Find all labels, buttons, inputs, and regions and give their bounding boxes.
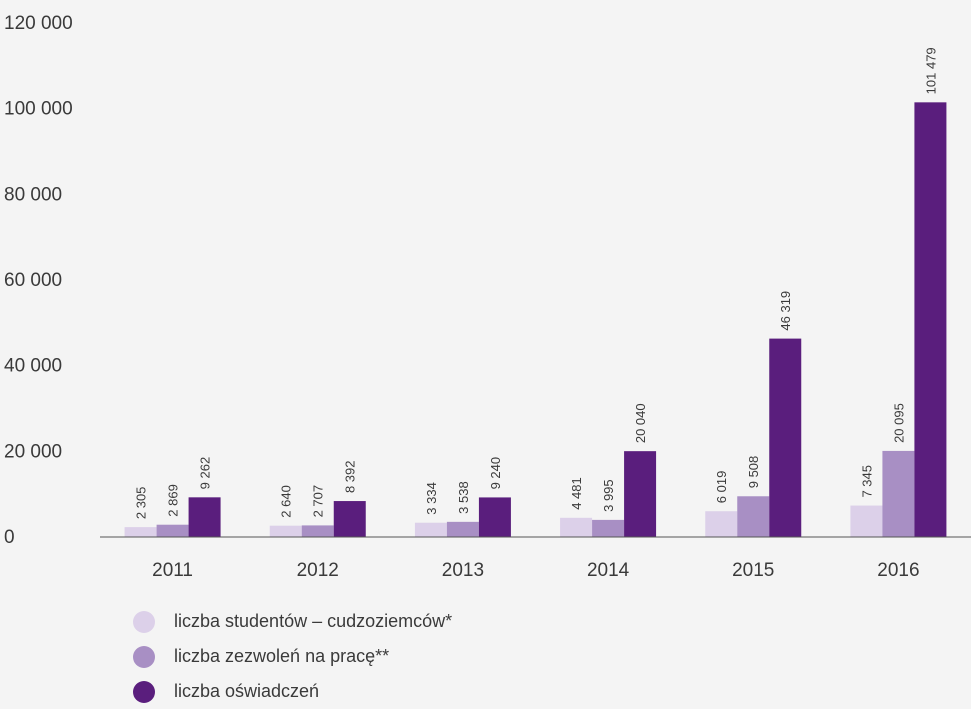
bar	[156, 524, 189, 537]
y-tick-label: 60 000	[4, 270, 62, 291]
data-label: 2 640	[279, 485, 294, 518]
data-label: 9 240	[488, 457, 503, 490]
bar	[124, 527, 157, 537]
bar	[769, 338, 802, 537]
bar	[478, 497, 511, 537]
data-label: 2 707	[311, 485, 326, 518]
y-tick-label: 40 000	[4, 356, 62, 377]
x-tick-label: 2013	[442, 560, 484, 581]
bar	[446, 521, 479, 537]
legend-item-permits: liczba zezwoleń na pracę**	[133, 639, 452, 674]
bar	[624, 451, 657, 537]
y-tick-label: 20 000	[4, 441, 62, 462]
data-label: 3 995	[601, 479, 616, 512]
data-label: 9 508	[746, 456, 761, 489]
bar	[188, 497, 221, 537]
x-tick-label: 2016	[877, 560, 919, 581]
data-label: 3 334	[424, 482, 439, 515]
legend-label-declarations: liczba oświadczeń	[174, 681, 320, 701]
x-tick-label: 2014	[587, 560, 630, 581]
y-tick-label: 120 000	[4, 13, 73, 34]
bar	[914, 102, 947, 538]
data-label: 101 479	[923, 47, 938, 94]
legend-swatch-students	[133, 610, 155, 633]
x-tick-label: 2011	[152, 560, 193, 581]
legend-item-declarations: liczba oświadczeń	[133, 674, 452, 709]
data-label: 2 869	[166, 484, 181, 517]
bar	[737, 496, 770, 537]
bar	[333, 501, 366, 537]
bar	[850, 505, 883, 537]
chart-svg: 0 20 000 40 000 60 000 80 000 100 000 120 000 2…	[4, 13, 971, 581]
x-tick-label: 2015	[732, 560, 774, 581]
bar	[705, 511, 738, 537]
data-label: 20 095	[891, 403, 906, 443]
bar	[301, 525, 334, 537]
data-label: 6 019	[714, 471, 729, 504]
legend: liczba studentów – cudzoziemców* liczba …	[133, 604, 452, 709]
bar	[882, 450, 915, 537]
data-label: 20 040	[633, 403, 648, 443]
legend-swatch-declarations	[133, 680, 155, 703]
data-label: 8 392	[343, 461, 358, 494]
x-tick-label: 2012	[297, 560, 339, 581]
bar	[414, 522, 447, 537]
data-label: 9 262	[198, 457, 213, 490]
legend-label-students: liczba studentów – cudzoziemców*	[174, 611, 453, 631]
bar	[269, 525, 302, 537]
data-label: 4 481	[569, 477, 584, 510]
legend-label-permits: liczba zezwoleń na pracę**	[174, 646, 390, 666]
data-label: 7 345	[859, 465, 874, 498]
y-tick-label: 0	[4, 527, 15, 548]
bar	[592, 519, 625, 537]
legend-swatch-permits	[133, 645, 155, 668]
legend-item-students: liczba studentów – cudzoziemców*	[133, 604, 452, 639]
bar	[560, 517, 593, 537]
data-label: 2 305	[134, 487, 149, 520]
y-tick-label: 100 000	[4, 99, 73, 120]
y-tick-label: 80 000	[4, 184, 62, 205]
data-label: 46 319	[778, 291, 793, 331]
data-label: 3 538	[456, 481, 471, 514]
